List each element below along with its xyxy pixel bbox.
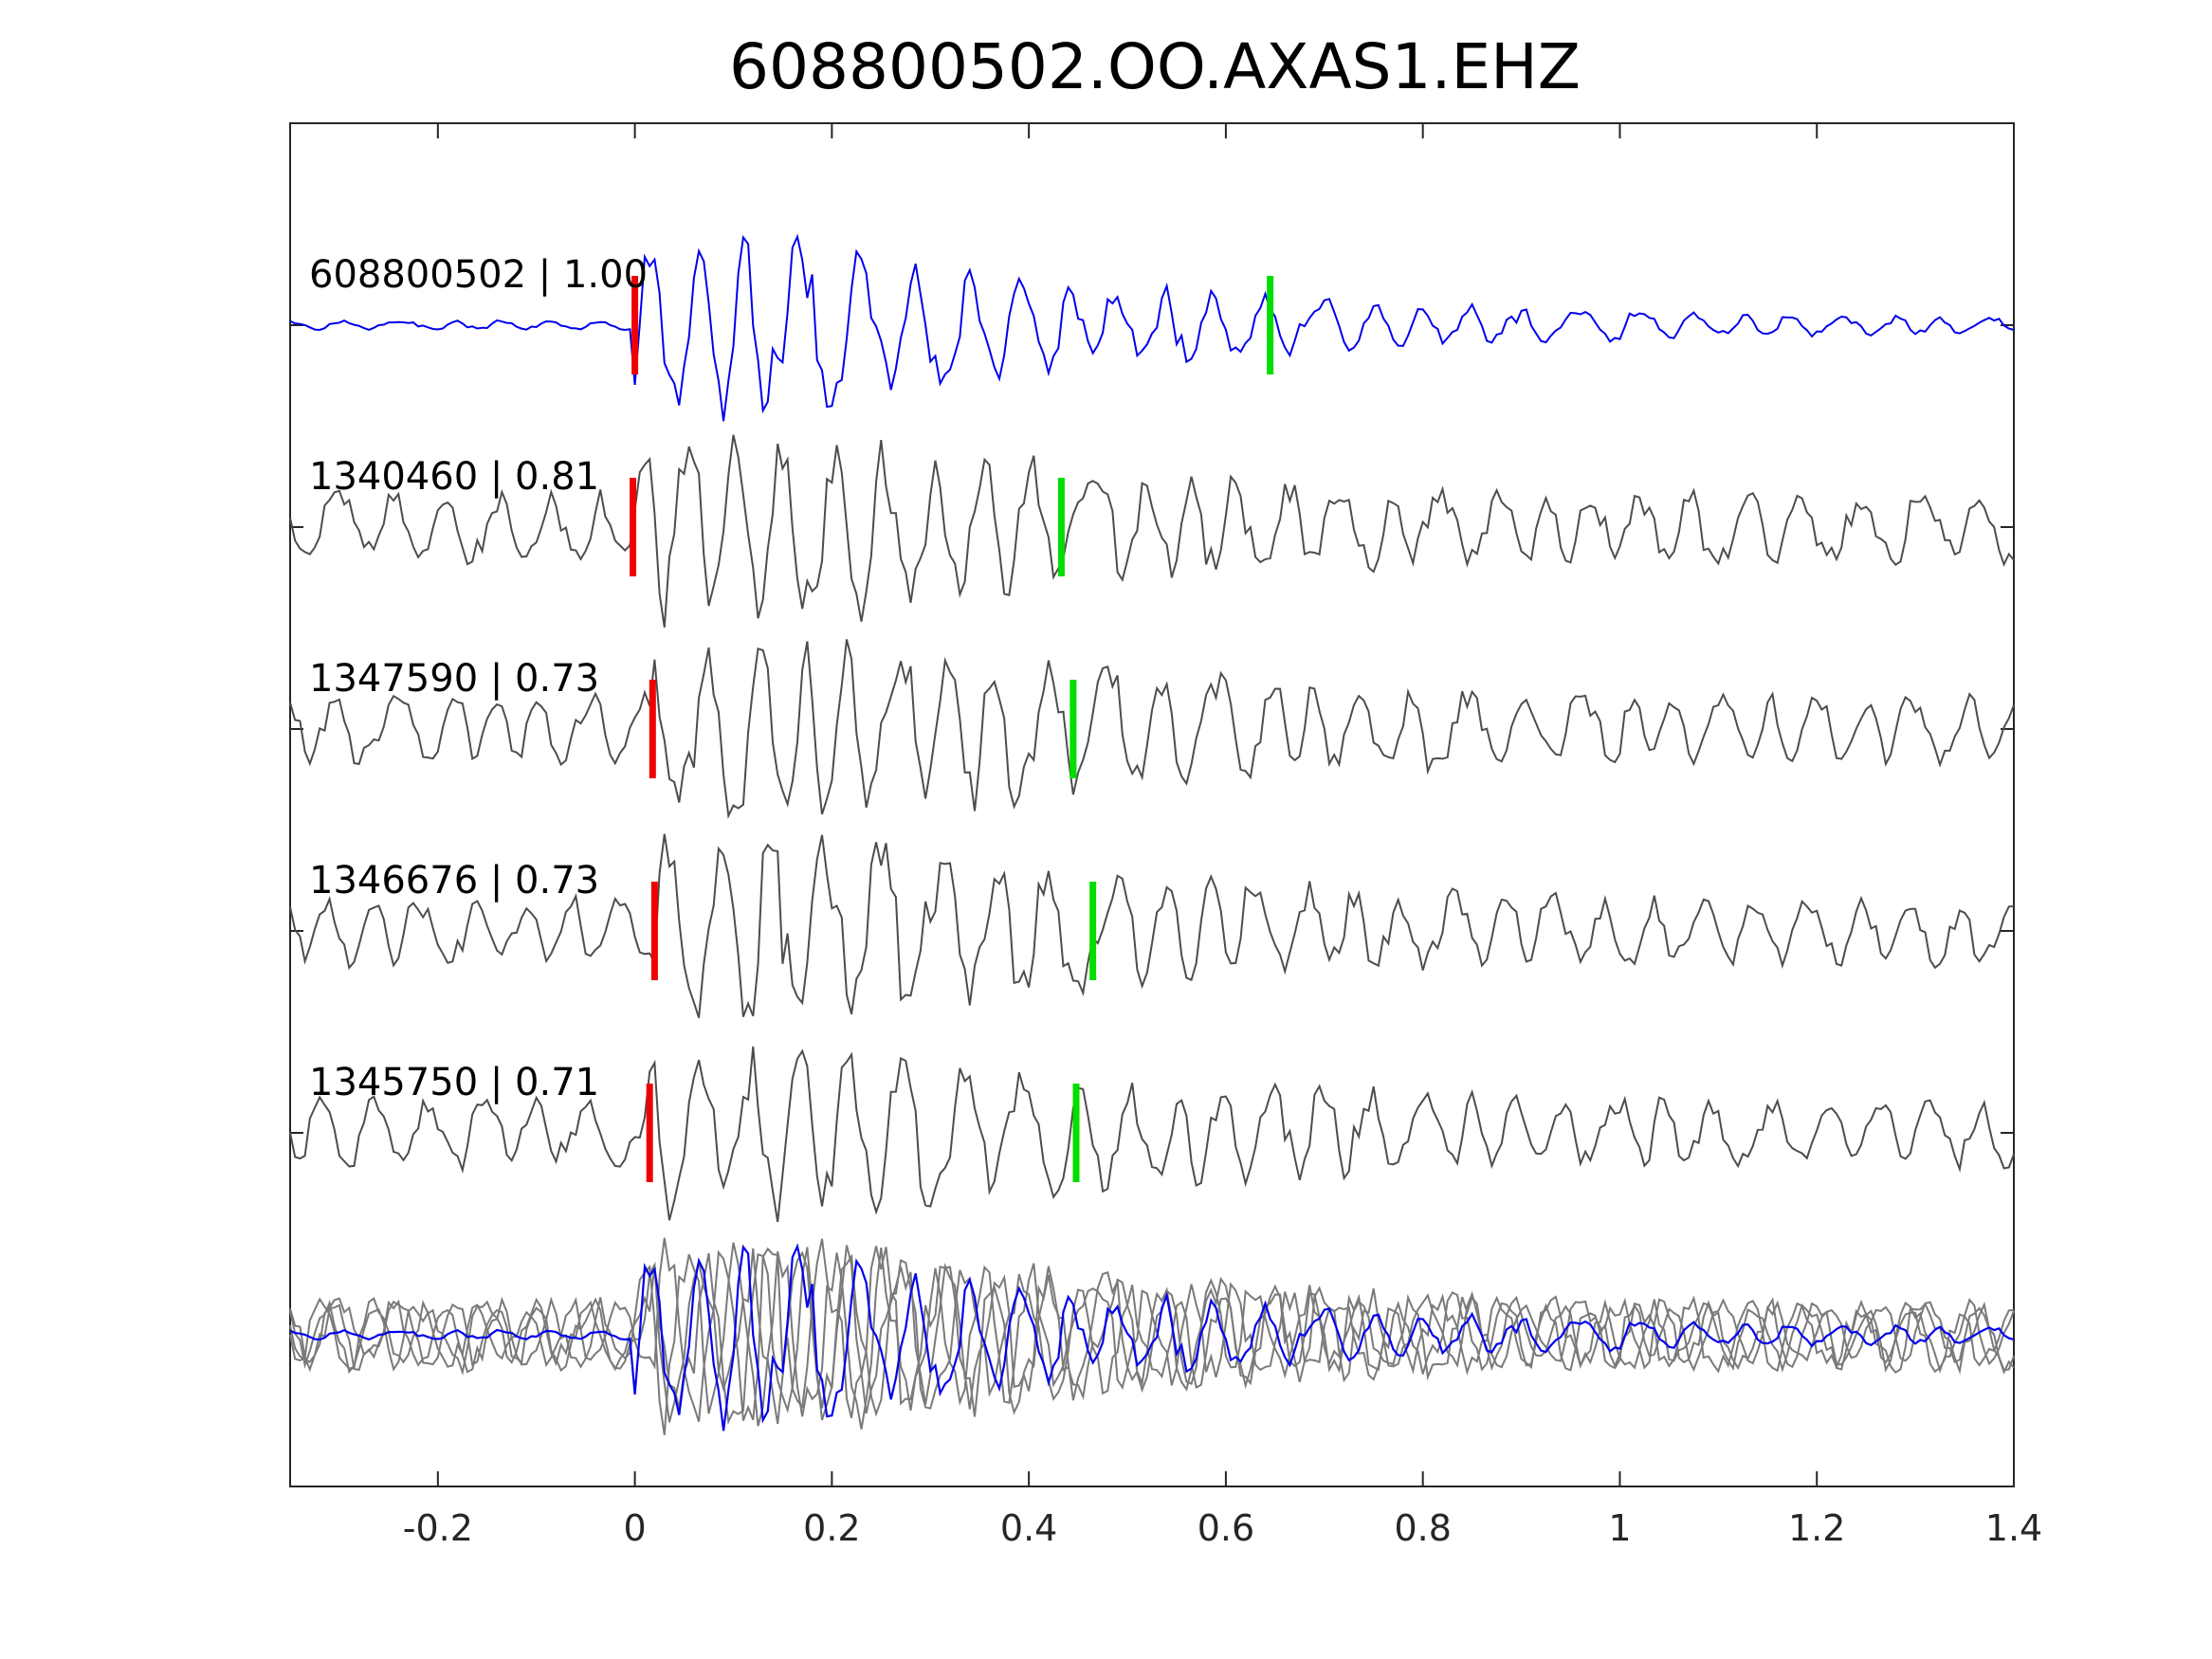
overlay-detection-trace (289, 1237, 2015, 1423)
waveform-trace (289, 434, 2015, 628)
x-tick-label: 1.4 (1985, 1507, 2042, 1549)
trace-label: 1347590 | 0.73 (309, 657, 599, 701)
waveform-trace (289, 833, 2015, 1019)
chart-title: 608800502.OO.AXAS1.EHZ (729, 30, 1581, 103)
trace-label: 1340460 | 0.81 (309, 455, 599, 499)
trace-labels: 608800502 | 1.00 1340460 | 0.81 1347590 | … (309, 253, 648, 1104)
waveform-trace (289, 233, 2015, 422)
x-tick-label: -0.2 (403, 1507, 473, 1549)
waveform-trace (289, 1046, 2015, 1223)
trace-label: 1346676 | 0.73 (309, 859, 599, 902)
x-tick-label: 0.4 (1000, 1507, 1057, 1549)
waveform-trace (289, 639, 2015, 820)
trace-label: 1345750 | 0.71 (309, 1061, 599, 1104)
overlay-template-trace (289, 1243, 2015, 1431)
waveform-traces (289, 233, 2015, 1435)
x-tick-label: 1.2 (1788, 1507, 1845, 1549)
plot-frame (289, 122, 2015, 1487)
x-tick-label: 0 (624, 1507, 647, 1549)
phase-picks (630, 276, 1274, 1182)
x-axis: -0.2 0 0.2 0.4 0.6 0.8 1 1.2 1.4 (290, 123, 2042, 1549)
x-tick-label: 0.8 (1394, 1507, 1451, 1549)
x-tick-label: 0.2 (803, 1507, 860, 1549)
trace-label: 608800502 | 1.00 (309, 253, 648, 297)
x-tick-label: 0.6 (1197, 1507, 1254, 1549)
overlay-detection-trace (289, 1248, 2015, 1425)
x-tick-label: 1 (1608, 1507, 1631, 1549)
